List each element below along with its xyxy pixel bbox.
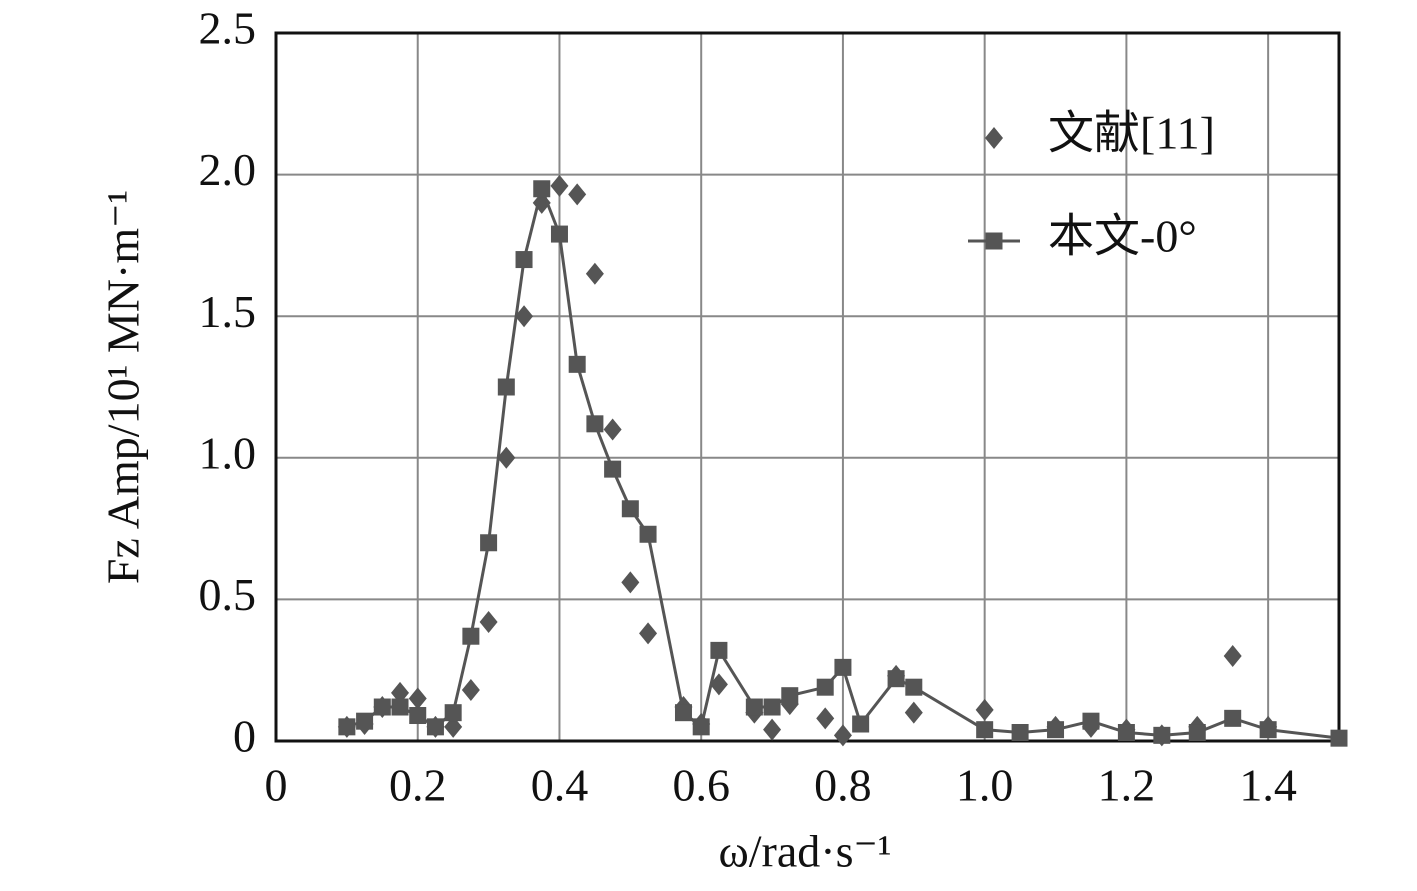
data-point	[444, 704, 462, 722]
data-point	[781, 687, 799, 705]
data-point	[409, 707, 427, 725]
data-point	[763, 718, 782, 741]
data-point	[585, 262, 604, 285]
data-point	[833, 724, 852, 747]
data-point	[568, 355, 586, 373]
data-point	[1259, 721, 1277, 739]
data-point	[479, 611, 498, 634]
data-point	[497, 446, 516, 469]
data-point	[816, 707, 835, 730]
data-point	[408, 687, 427, 710]
data-point	[1117, 724, 1135, 742]
y-tick-label: 1.0	[199, 427, 257, 478]
legend-label: 文献[11]	[1048, 108, 1215, 159]
data-point	[497, 378, 515, 396]
data-point	[1153, 726, 1171, 744]
data-point	[709, 673, 728, 696]
data-point	[1082, 712, 1100, 730]
data-point	[763, 698, 781, 716]
data-point	[710, 641, 728, 659]
data-point	[1330, 729, 1348, 747]
legend-marker	[985, 127, 1003, 149]
x-axis-label: ω/rad·s⁻¹	[718, 826, 891, 877]
x-tick-label: 1.2	[1098, 760, 1156, 811]
data-point	[586, 415, 604, 433]
x-tick-label: 0.8	[814, 760, 872, 811]
y-tick-label: 2.5	[199, 3, 257, 54]
data-point	[568, 183, 587, 206]
data-point	[904, 701, 923, 724]
data-point	[745, 698, 763, 716]
data-point	[461, 679, 480, 702]
y-tick-label: 0.5	[199, 569, 257, 620]
plot-frame	[274, 31, 1341, 743]
data-point	[515, 305, 534, 328]
data-point	[1223, 645, 1242, 668]
x-tick-label: 0.6	[672, 760, 730, 811]
data-point	[391, 681, 410, 704]
data-point	[852, 715, 870, 733]
data-point	[550, 174, 569, 197]
x-tick-label: 1.0	[956, 760, 1014, 811]
data-point	[515, 251, 533, 269]
data-point	[1224, 709, 1242, 727]
data-point	[639, 622, 658, 645]
data-point	[1188, 724, 1206, 742]
data-point	[887, 670, 905, 688]
data-point	[692, 718, 710, 736]
data-point	[338, 718, 356, 736]
data-point	[480, 534, 498, 552]
data-point	[905, 678, 923, 696]
data-point	[373, 698, 391, 716]
legend-label: 本文-0°	[1048, 211, 1197, 262]
y-axis-label: Fz Amp/10¹ MN·m⁻¹	[98, 190, 149, 584]
data-point	[1011, 724, 1029, 742]
data-point	[674, 704, 692, 722]
data-point	[976, 721, 994, 739]
data-point	[816, 678, 834, 696]
y-tick-label: 1.5	[199, 286, 257, 337]
data-point	[603, 418, 622, 441]
data-point	[550, 225, 568, 243]
legend-marker	[985, 232, 1003, 250]
data-point	[621, 500, 639, 518]
x-tick-label: 0.2	[389, 760, 447, 811]
y-tick-label: 2.0	[199, 144, 257, 195]
x-tick-label: 0	[265, 760, 288, 811]
data-point	[621, 571, 640, 594]
data-point	[391, 698, 409, 716]
data-point	[462, 627, 480, 645]
x-tick-label: 0.4	[531, 760, 589, 811]
data-point	[639, 525, 657, 543]
data-point	[975, 698, 994, 721]
x-tick-label: 1.4	[1239, 760, 1297, 811]
data-point	[1047, 721, 1065, 739]
data-point	[426, 718, 444, 736]
data-point	[356, 712, 374, 730]
data-point	[533, 180, 551, 198]
data-point	[604, 460, 622, 478]
data-point	[444, 715, 463, 738]
y-tick-label: 0	[233, 711, 256, 762]
data-point	[834, 658, 852, 676]
